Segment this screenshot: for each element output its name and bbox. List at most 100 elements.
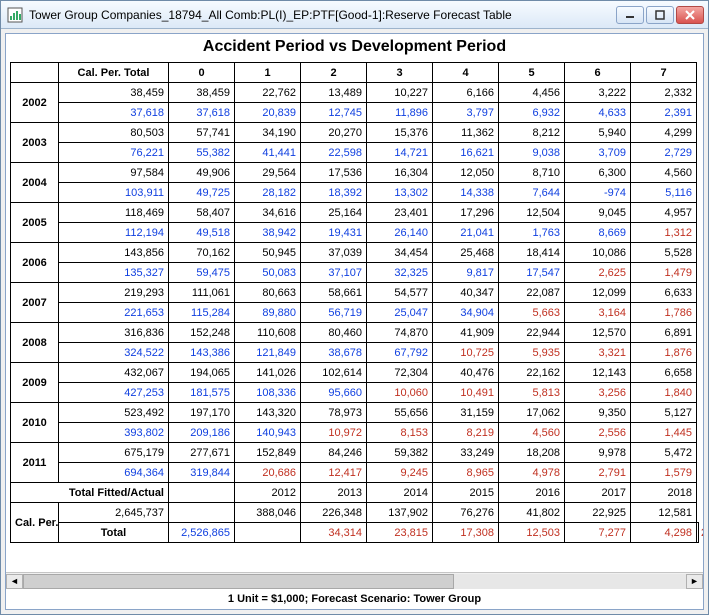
cell: 4,633 xyxy=(565,103,631,123)
cell: 319,844 xyxy=(169,463,235,483)
cell: 143,386 xyxy=(169,343,235,363)
cell: 111,061 xyxy=(169,283,235,303)
cell: 112,194 xyxy=(59,223,169,243)
table-row: 2006143,85670,16250,94537,03934,45425,46… xyxy=(11,243,699,263)
titlebar: Tower Group Companies_18794_All Comb:PL(… xyxy=(1,1,708,29)
cell: 1,786 xyxy=(631,303,697,323)
cell: 5,472 xyxy=(631,443,697,463)
cell: 432,067 xyxy=(59,363,169,383)
cell: 5,935 xyxy=(499,343,565,363)
cell: 3,709 xyxy=(565,143,631,163)
cell: 72,304 xyxy=(367,363,433,383)
cell: 41,909 xyxy=(433,323,499,343)
cell: 3,222 xyxy=(565,83,631,103)
cell: 221,653 xyxy=(59,303,169,323)
cell: 34,454 xyxy=(367,243,433,263)
cell: 9,038 xyxy=(499,143,565,163)
cell: 143,856 xyxy=(59,243,169,263)
cell: 1,445 xyxy=(631,423,697,443)
table-row: 221,653115,28489,88056,71925,04734,9045,… xyxy=(11,303,699,323)
cell: 18,414 xyxy=(499,243,565,263)
maximize-button[interactable] xyxy=(646,6,674,24)
cell: 197,170 xyxy=(169,403,235,423)
cell: 17,296 xyxy=(433,203,499,223)
table-row: 76,22155,38241,44122,59814,72116,6219,03… xyxy=(11,143,699,163)
cell: 10,972 xyxy=(301,423,367,443)
cell: 137,902 xyxy=(367,503,433,523)
horizontal-scrollbar[interactable]: ◄ ► xyxy=(6,572,703,589)
cell: 141,026 xyxy=(235,363,301,383)
table-row: 200380,50357,74134,19020,27015,37611,362… xyxy=(11,123,699,143)
cell: 181,575 xyxy=(169,383,235,403)
cell: 110,608 xyxy=(235,323,301,343)
scroll-right-button[interactable]: ► xyxy=(686,574,703,589)
cell: 1,763 xyxy=(499,223,565,243)
cell: 4,560 xyxy=(631,163,697,183)
table-row: 135,32759,47550,08337,10732,3259,81717,5… xyxy=(11,263,699,283)
year-label: 2010 xyxy=(11,403,59,443)
cell: 58,661 xyxy=(301,283,367,303)
scroll-thumb[interactable] xyxy=(23,574,454,589)
cell: 32,325 xyxy=(367,263,433,283)
table-row: 103,91149,72528,18218,39213,30214,3387,6… xyxy=(11,183,699,203)
cell: 15,376 xyxy=(367,123,433,143)
cell: 4,560 xyxy=(499,423,565,443)
cell: 34,904 xyxy=(433,303,499,323)
cell: 12,143 xyxy=(565,363,631,383)
cell: 5,813 xyxy=(499,383,565,403)
cell: 2015 xyxy=(433,483,499,503)
fitted-actual-row: Total Fitted/Actual 2012 2013 2014 2015 … xyxy=(11,483,699,503)
cell: 40,347 xyxy=(433,283,499,303)
cell: 12,099 xyxy=(565,283,631,303)
table-row: 200497,58449,90629,56417,53616,30412,050… xyxy=(11,163,699,183)
cell: 12,504 xyxy=(499,203,565,223)
dev-header: 1 xyxy=(235,63,301,83)
cell: 9,978 xyxy=(565,443,631,463)
cell: 103,911 xyxy=(59,183,169,203)
cal-per-total-header: Cal. Per. Total xyxy=(59,63,169,83)
minimize-button[interactable] xyxy=(616,6,644,24)
cell: 38,459 xyxy=(59,83,169,103)
cell: 38,459 xyxy=(169,83,235,103)
scroll-left-button[interactable]: ◄ xyxy=(6,574,23,589)
year-label: 2008 xyxy=(11,323,59,363)
cell: 8,965 xyxy=(433,463,499,483)
cell: 675,179 xyxy=(59,443,169,463)
cell: 8,669 xyxy=(565,223,631,243)
close-icon xyxy=(685,10,695,20)
cell: 10,491 xyxy=(433,383,499,403)
cell: 277,671 xyxy=(169,443,235,463)
cell: 59,382 xyxy=(367,443,433,463)
cell: 38,678 xyxy=(301,343,367,363)
cell: 23,401 xyxy=(367,203,433,223)
cell: 12,050 xyxy=(433,163,499,183)
cell: 5,528 xyxy=(631,243,697,263)
table-row: 427,253181,575108,33695,66010,06010,4915… xyxy=(11,383,699,403)
cell: 2,625 xyxy=(565,263,631,283)
table-row: 2010523,492197,170143,32078,97355,65631,… xyxy=(11,403,699,423)
cell: 3,797 xyxy=(433,103,499,123)
cell: 49,725 xyxy=(169,183,235,203)
cell: 209,186 xyxy=(169,423,235,443)
close-button[interactable] xyxy=(676,6,704,24)
scroll-track[interactable] xyxy=(23,574,686,589)
cell: 34,314 xyxy=(301,523,367,543)
dev-header: 0 xyxy=(169,63,235,83)
cell: 8,219 xyxy=(433,423,499,443)
cell: 21,041 xyxy=(433,223,499,243)
year-label: 2004 xyxy=(11,163,59,203)
cell: 219,293 xyxy=(59,283,169,303)
cell: 4,298 xyxy=(631,523,697,543)
cell: 55,656 xyxy=(367,403,433,423)
header-row: Cal. Per. Total 0 1 2 3 4 5 6 7 xyxy=(11,63,699,83)
window-title: Tower Group Companies_18794_All Comb:PL(… xyxy=(29,8,616,22)
stub-header xyxy=(11,63,59,83)
cell: 694,364 xyxy=(59,463,169,483)
cell: 25,468 xyxy=(433,243,499,263)
cell: 56,719 xyxy=(301,303,367,323)
cell: 194,065 xyxy=(169,363,235,383)
cell: 6,891 xyxy=(631,323,697,343)
cell: 80,503 xyxy=(59,123,169,143)
cell: 55,382 xyxy=(169,143,235,163)
table-row: 694,364319,84420,68612,4179,2458,9654,97… xyxy=(11,463,699,483)
